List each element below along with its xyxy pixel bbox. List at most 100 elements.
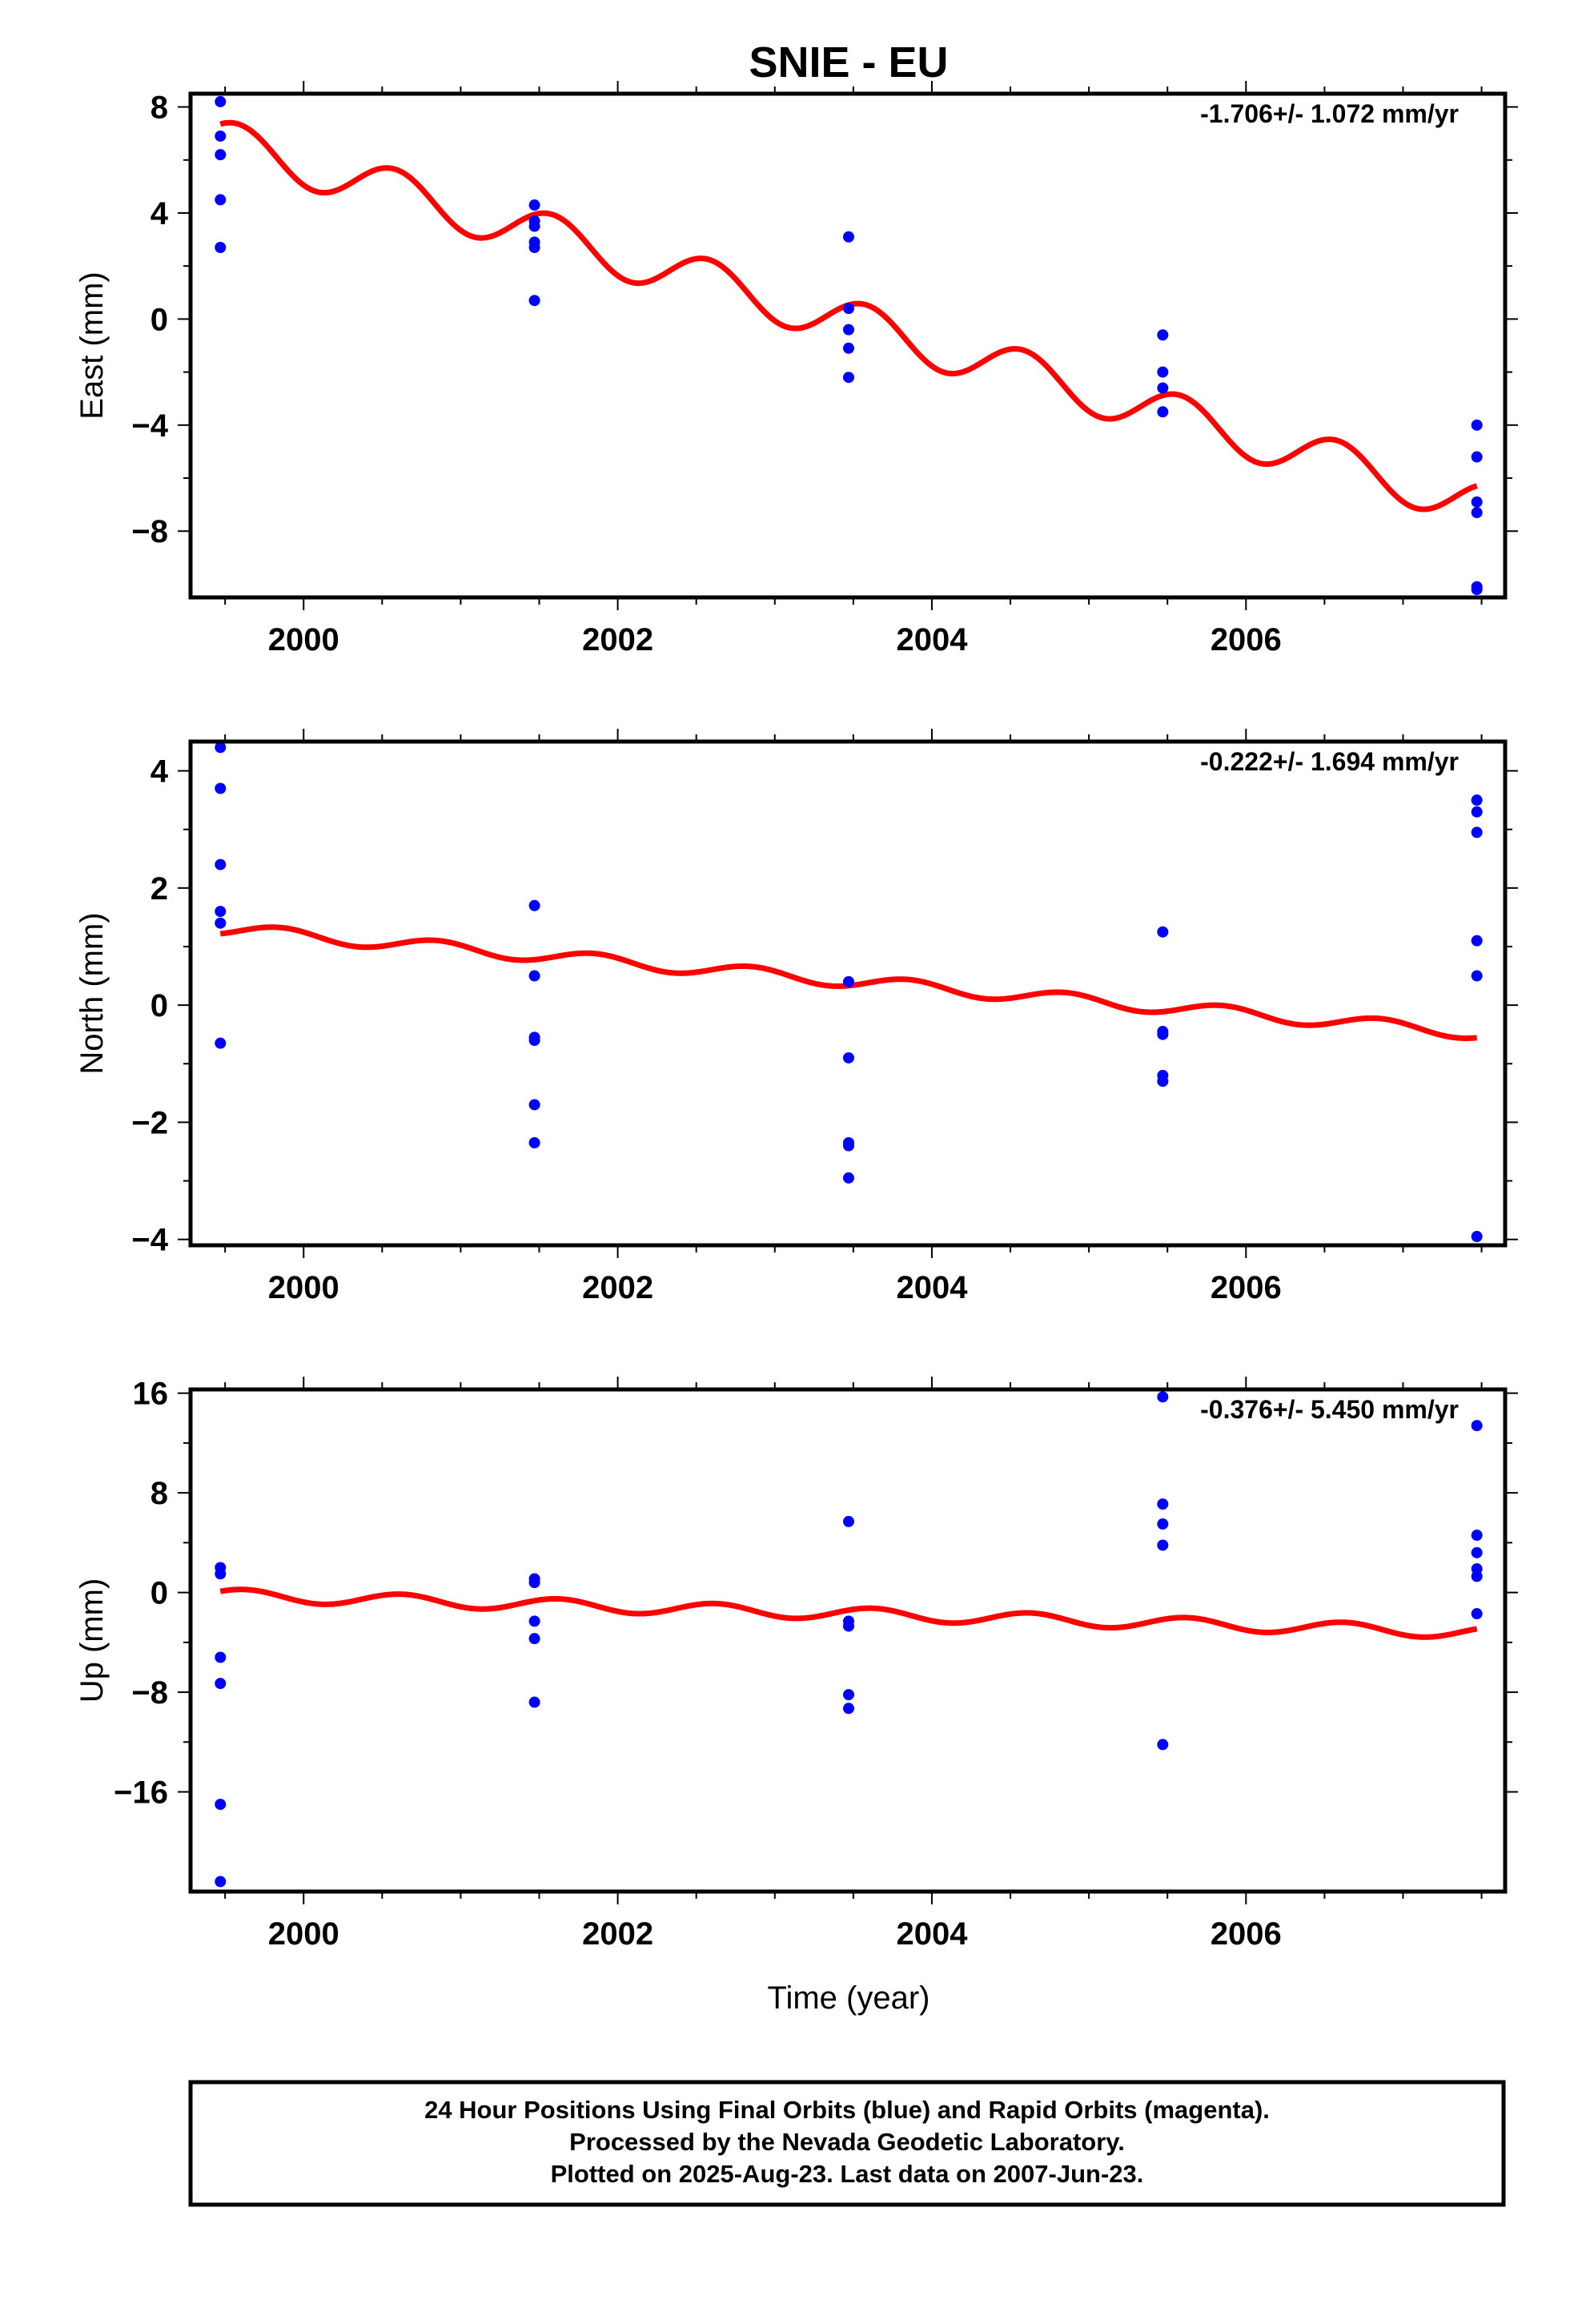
data-point bbox=[842, 1051, 854, 1063]
data-point bbox=[215, 1678, 227, 1690]
data-point bbox=[1471, 806, 1483, 818]
y-tick-label: −2 bbox=[131, 1105, 168, 1140]
plot-area bbox=[215, 95, 1483, 596]
y-tick-label: 8 bbox=[151, 1476, 168, 1511]
data-point bbox=[215, 917, 227, 929]
x-tick-label: 2000 bbox=[268, 1916, 339, 1952]
y-tick-label: −8 bbox=[131, 514, 168, 549]
footer-box: 24 Hour Positions Using Final Orbits (bl… bbox=[188, 2080, 1506, 2207]
y-tick-label: 0 bbox=[151, 302, 168, 337]
plot-frame bbox=[188, 1387, 1508, 1894]
data-point bbox=[1157, 366, 1169, 378]
x-tick-label: 2002 bbox=[582, 1916, 653, 1952]
plot-area bbox=[215, 1391, 1483, 1888]
model-fit-line bbox=[219, 119, 1479, 513]
data-point bbox=[528, 1099, 540, 1111]
footer-line-2: Processed by the Nevada Geodetic Laborat… bbox=[569, 2128, 1125, 2156]
data-point bbox=[1471, 970, 1483, 982]
data-point bbox=[215, 242, 227, 254]
footer-line-3: Plotted on 2025-Aug-23. Last data on 200… bbox=[551, 2160, 1144, 2188]
data-point bbox=[215, 194, 227, 206]
data-point bbox=[1157, 1076, 1169, 1088]
panel-north: 2000 2002 2004 2006 4 2 0 −2 −4 North (mm) -0.222+… bbox=[74, 729, 1518, 1305]
y-tick-label: −16 bbox=[114, 1775, 168, 1811]
data-point bbox=[1471, 419, 1483, 431]
y-tick-label: 4 bbox=[151, 754, 169, 790]
footer-line-1: 24 Hour Positions Using Final Orbits (bl… bbox=[424, 2096, 1270, 2124]
rate-label: -0.376+/- 5.450 mm/yr bbox=[1200, 1395, 1459, 1424]
rate-label: -1.706+/- 1.072 mm/yr bbox=[1200, 99, 1459, 128]
y-tick-label: −4 bbox=[131, 408, 168, 444]
data-point bbox=[1471, 1570, 1483, 1582]
x-tick-label: 2002 bbox=[582, 1270, 653, 1305]
data-point bbox=[842, 1172, 854, 1184]
x-tick-label: 2004 bbox=[896, 1270, 968, 1305]
x-axis-label: Time (year) bbox=[768, 1980, 930, 2016]
data-point bbox=[215, 906, 227, 918]
data-point bbox=[528, 220, 540, 232]
data-point bbox=[842, 342, 854, 354]
model-fit-line bbox=[219, 1586, 1479, 1640]
x-tick-label: 2004 bbox=[896, 622, 968, 657]
data-point bbox=[528, 970, 540, 982]
data-point bbox=[1157, 1739, 1169, 1751]
y-tick-label: 0 bbox=[151, 1576, 168, 1611]
footer-frame bbox=[188, 2080, 1506, 2207]
data-point bbox=[842, 303, 854, 315]
data-point bbox=[1157, 1391, 1169, 1403]
data-point bbox=[215, 1568, 227, 1580]
plot-frame bbox=[188, 739, 1508, 1248]
data-point bbox=[528, 295, 540, 307]
plot-area bbox=[215, 742, 1483, 1243]
x-tick-label: 2004 bbox=[896, 1916, 968, 1952]
data-point bbox=[1471, 1231, 1483, 1243]
data-point bbox=[1471, 794, 1483, 806]
data-point bbox=[842, 975, 854, 987]
y-tick-label: 0 bbox=[151, 988, 168, 1023]
data-point bbox=[1471, 1420, 1483, 1432]
data-point bbox=[528, 199, 540, 211]
data-point bbox=[1157, 1498, 1169, 1510]
x-tick-label: 2000 bbox=[268, 1270, 339, 1305]
data-point bbox=[215, 782, 227, 794]
data-point bbox=[215, 1037, 227, 1049]
data-point bbox=[1471, 1546, 1483, 1558]
y-axis-label: North (mm) bbox=[74, 912, 110, 1074]
y-axis-label: East (mm) bbox=[74, 271, 110, 419]
data-point bbox=[528, 242, 540, 254]
data-point bbox=[1471, 507, 1483, 519]
data-point bbox=[528, 1577, 540, 1589]
data-point bbox=[215, 149, 227, 161]
data-point bbox=[842, 1515, 854, 1527]
y-tick-label: −8 bbox=[131, 1675, 168, 1711]
data-point bbox=[215, 742, 227, 754]
data-point bbox=[528, 1615, 540, 1627]
panel-up: 2000 2002 2004 2006 16 8 0 −8 −16 Up (mm) -0.376+/… bbox=[74, 1377, 1518, 1952]
data-point bbox=[842, 231, 854, 243]
data-point bbox=[215, 1799, 227, 1811]
y-tick-label: 8 bbox=[151, 90, 168, 126]
y-tick-label: 4 bbox=[151, 196, 169, 231]
data-point bbox=[842, 324, 854, 336]
y-axis-label: Up (mm) bbox=[74, 1578, 110, 1703]
data-point bbox=[1471, 1608, 1483, 1620]
x-tick-label: 2006 bbox=[1211, 622, 1282, 657]
y-tick-label: 2 bbox=[151, 871, 168, 907]
x-tick-label: 2006 bbox=[1211, 1270, 1282, 1305]
data-point bbox=[528, 1696, 540, 1708]
plot-frame bbox=[188, 91, 1508, 600]
panel-east: 2000 2002 2004 2006 8 4 0 −4 −8 East (mm) -1.706+/… bbox=[74, 81, 1518, 657]
data-point bbox=[1157, 329, 1169, 341]
data-point bbox=[215, 1876, 227, 1888]
data-point bbox=[1471, 584, 1483, 596]
data-point bbox=[842, 1689, 854, 1701]
data-point bbox=[1471, 1530, 1483, 1542]
data-point bbox=[1157, 1518, 1169, 1530]
data-point bbox=[842, 1140, 854, 1152]
data-point bbox=[528, 1633, 540, 1645]
y-tick-label: −4 bbox=[131, 1223, 168, 1258]
data-point bbox=[1157, 1539, 1169, 1551]
rate-label: -0.222+/- 1.694 mm/yr bbox=[1200, 747, 1459, 776]
data-point bbox=[1157, 1028, 1169, 1040]
